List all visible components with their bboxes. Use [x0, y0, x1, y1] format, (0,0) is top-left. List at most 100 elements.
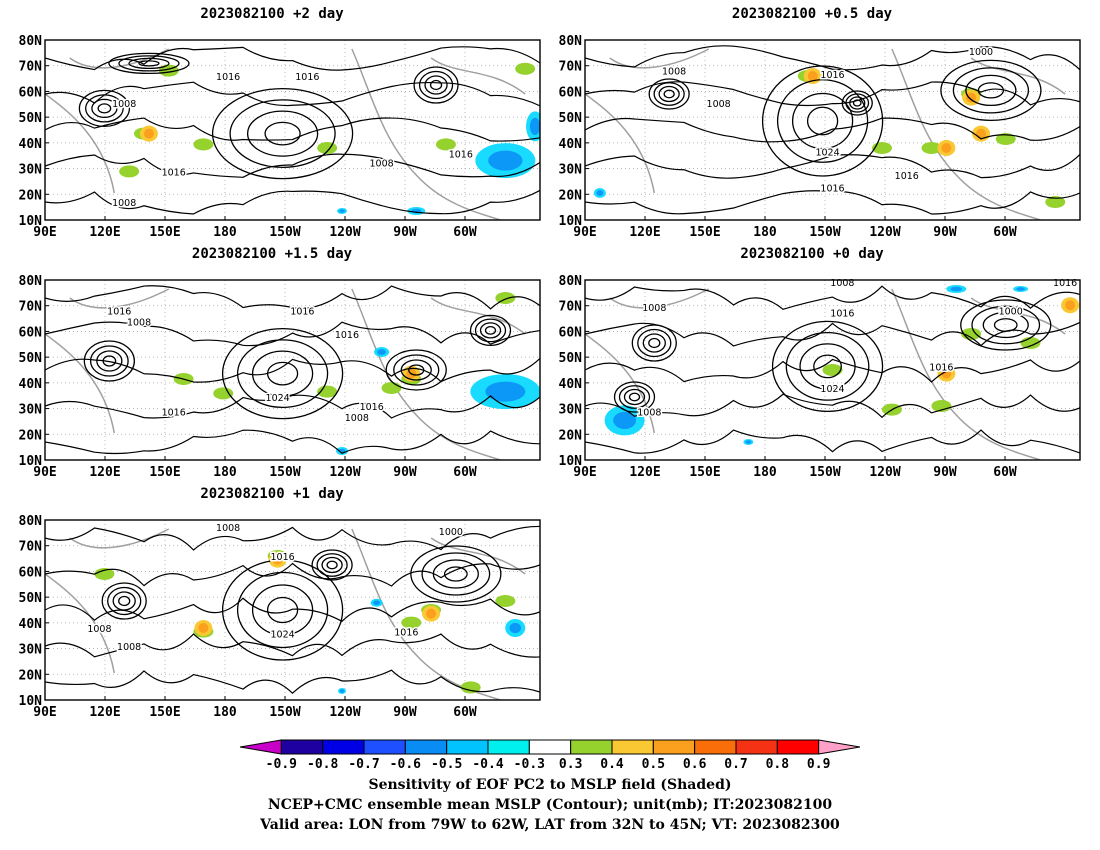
- lon-tick-label: 120E: [89, 465, 120, 480]
- isobar: [97, 103, 112, 114]
- isobar: [479, 322, 502, 339]
- isobar: [45, 633, 540, 658]
- contour-label: 1024: [820, 384, 844, 395]
- contour-label: 1016: [820, 70, 844, 81]
- isobar: [45, 358, 540, 383]
- lat-tick-label: 80N: [559, 274, 583, 289]
- contour-label: 1016: [162, 407, 186, 418]
- isobar: [45, 429, 540, 455]
- lon-tick-label: 90E: [573, 225, 596, 240]
- isobar: [585, 285, 1080, 310]
- contour-label: 1008: [642, 303, 666, 314]
- panel-plus-0-day: 2023082100 +0 day: [540, 240, 1080, 480]
- caption-shading: Sensitivity of EOF PC2 to MSLP field (Sh…: [368, 777, 732, 793]
- lon-tick-label: 150E: [689, 225, 720, 240]
- lon-tick-label: 90E: [33, 225, 56, 240]
- contour-label: 1008: [662, 67, 686, 78]
- isobar: [326, 560, 338, 570]
- colorbar-tick-label: 0.6: [683, 757, 707, 772]
- lon-tick-label: 90E: [33, 465, 56, 480]
- panel-plus-1-5-day: 2023082100 +1.5 day: [0, 240, 540, 480]
- isobar: [45, 562, 540, 587]
- contour-label: 1000: [999, 307, 1023, 318]
- map-frame: [44, 39, 541, 221]
- colorbar-segment: [528, 739, 572, 755]
- lon-tick-label: 150E: [689, 465, 720, 480]
- isobar: [776, 79, 869, 163]
- lat-tick-label: 10N: [559, 454, 583, 469]
- contour-label: 1016: [820, 184, 844, 195]
- isobar: [484, 326, 497, 335]
- colorbar-tick-label: 0.3: [559, 757, 582, 772]
- lat-tick-label: 20N: [559, 188, 583, 203]
- isobar: [960, 299, 1052, 351]
- isobar: [418, 70, 454, 100]
- caption-contour: NCEP+CMC ensemble mean MSLP (Contour); u…: [267, 797, 833, 813]
- lat-tick-label: 20N: [559, 428, 583, 443]
- lon-tick-label: 120W: [869, 225, 900, 240]
- lon-tick-label: 150W: [809, 225, 840, 240]
- isobar: [971, 305, 1041, 345]
- shade-positive: [198, 623, 209, 633]
- colorbar-arrow-left: [240, 739, 282, 755]
- isobar: [940, 59, 1042, 122]
- colorbar: -0.9 -0.8 -0.7 -0.6 -0.5 -0.4 -0.3 0.3 0.4 0.5 0.6…: [240, 739, 860, 772]
- lat-tick-label: 20N: [19, 428, 43, 443]
- isobar: [221, 559, 344, 661]
- isobar: [118, 595, 131, 607]
- isobar: [45, 81, 540, 107]
- colorbar-segment: [735, 739, 778, 755]
- contour-label: 1000: [439, 527, 463, 538]
- contour-label: 1024: [266, 393, 290, 404]
- lon-tick-label: 90W: [933, 225, 957, 240]
- contour-label: 1008: [216, 523, 240, 534]
- lon-tick-label: 120E: [89, 225, 120, 240]
- shade-positive: [822, 364, 843, 376]
- coastline-asia: [45, 288, 170, 434]
- shade-negative: [373, 600, 381, 606]
- lon-tick-label: 90W: [933, 465, 957, 480]
- contour-label: 1024: [271, 629, 295, 640]
- map-p1: 1008 1000 1016 1008 1008 1024 1016 80N 70N 60N 50N…: [19, 514, 541, 720]
- isobar: [266, 596, 299, 624]
- shade-negative: [377, 349, 386, 355]
- colorbar-tick-label: -0.5: [431, 757, 462, 772]
- lon-tick-label: 120E: [629, 465, 660, 480]
- lon-tick-label: 180: [213, 705, 237, 720]
- colorbar-segment: [487, 739, 530, 755]
- lon-tick-label: 60W: [453, 705, 477, 720]
- caption-valid-area: Valid area: LON from 79W to 62W, LAT fro…: [260, 817, 840, 833]
- lat-tick-label: 10N: [19, 454, 43, 469]
- contour-label: 1008: [127, 317, 151, 328]
- colorbar-segment: [322, 739, 365, 755]
- panel-title: 2023082100 +0.5 day: [731, 6, 893, 22]
- isobar: [952, 67, 1030, 114]
- isobar: [785, 332, 870, 401]
- contour-label: 1016: [929, 362, 953, 373]
- contour-label: 1016: [394, 628, 418, 639]
- lat-tick-label: 70N: [19, 60, 43, 75]
- colorbar-segment: [694, 739, 737, 755]
- contour-label: 1016: [216, 72, 240, 83]
- lat-tick-label: 50N: [559, 111, 583, 126]
- panel-plus-0-5-day: 2023082100 +0.5 day: [540, 0, 1080, 240]
- lon-tick-label: 150E: [149, 705, 180, 720]
- shade-negative: [485, 381, 526, 402]
- isobar: [585, 321, 1080, 347]
- map-panels: 1016 10161008101610081008101680N70N60N50N…: [19, 34, 1081, 720]
- contour-label: 1016: [295, 72, 319, 83]
- isobar: [251, 350, 314, 397]
- coastline-asia: [45, 528, 170, 674]
- colorbar-segment: [280, 739, 324, 755]
- colorbar-segment: [652, 739, 696, 755]
- contour-label: 1008: [87, 624, 111, 635]
- colorbar-tick-label: 0.7: [724, 757, 747, 772]
- coastline-asia: [585, 48, 710, 194]
- isobar: [429, 79, 443, 91]
- isobar: [107, 586, 142, 616]
- contour-label: 1016: [830, 308, 854, 319]
- map-frame: [44, 279, 541, 461]
- contour-label: 1016: [107, 307, 131, 318]
- contour-label: 1008: [117, 642, 141, 653]
